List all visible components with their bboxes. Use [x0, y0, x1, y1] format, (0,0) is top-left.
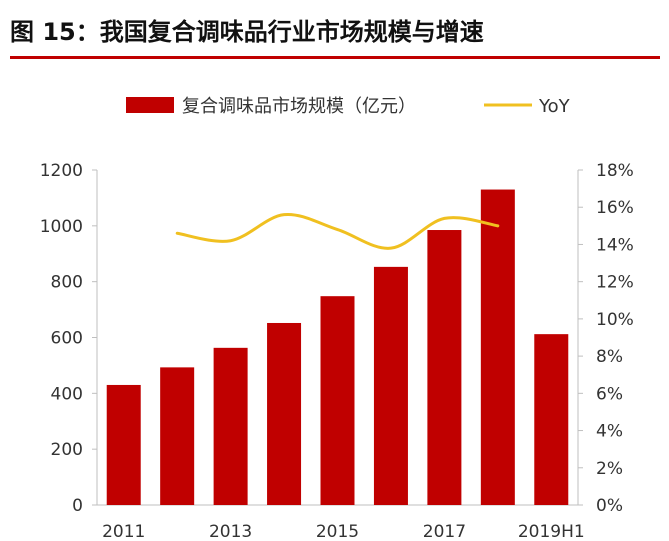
y-right-tick-label: 12%	[596, 273, 634, 293]
y-left-tick-label: 1200	[40, 161, 83, 181]
y-right-tick-label: 2%	[596, 459, 623, 479]
x-tick-label: 2015	[316, 522, 359, 541]
legend: 复合调味品市场规模（亿元） YoY	[126, 96, 571, 117]
line-series	[175, 213, 500, 250]
bar	[427, 230, 462, 506]
x-tick-label: 2011	[102, 522, 145, 541]
x-tick-label: 2013	[209, 522, 252, 541]
bar	[320, 296, 355, 505]
y-left-tick-label: 600	[51, 329, 83, 349]
legend-label-bar: 复合调味品市场规模（亿元）	[182, 96, 416, 117]
y-right-tick-label: 14%	[596, 235, 634, 255]
bar-series	[106, 189, 569, 506]
x-tick-label: 2019H1	[518, 522, 585, 541]
bar	[160, 367, 195, 505]
y-right-tick-label: 8%	[596, 347, 623, 367]
y-left-tick-label: 400	[51, 384, 83, 404]
bar	[267, 322, 302, 505]
bar	[534, 334, 569, 505]
y-right-tick-label: 16%	[596, 198, 634, 218]
y-right-tick-label: 4%	[596, 422, 623, 442]
tick-labels: 0 200 400 600 800 1000 1200 0% 2% 4% 6% 8% 10% 12% 14%…	[40, 161, 634, 541]
y-left-tick-label: 200	[51, 440, 83, 460]
y-left-tick-label: 800	[51, 273, 83, 293]
legend-label-line: YoY	[538, 96, 571, 117]
y-right-tick-label: 6%	[596, 384, 623, 404]
title-underline	[10, 56, 660, 59]
y-right-tick-label: 18%	[596, 161, 634, 181]
y-right-tick-label: 10%	[596, 310, 634, 330]
bar	[480, 189, 515, 505]
bar	[106, 384, 141, 505]
legend-swatch-bar	[126, 97, 174, 113]
y-left-tick-label: 0	[72, 496, 83, 516]
x-tick-label: 2017	[423, 522, 466, 541]
y-right-tick-label: 0%	[596, 496, 623, 516]
figure-title: 图 15：我国复合调味品行业市场规模与增速	[10, 18, 484, 46]
bar	[373, 266, 408, 505]
y-left-tick-label: 1000	[40, 217, 83, 237]
bar	[213, 347, 248, 505]
